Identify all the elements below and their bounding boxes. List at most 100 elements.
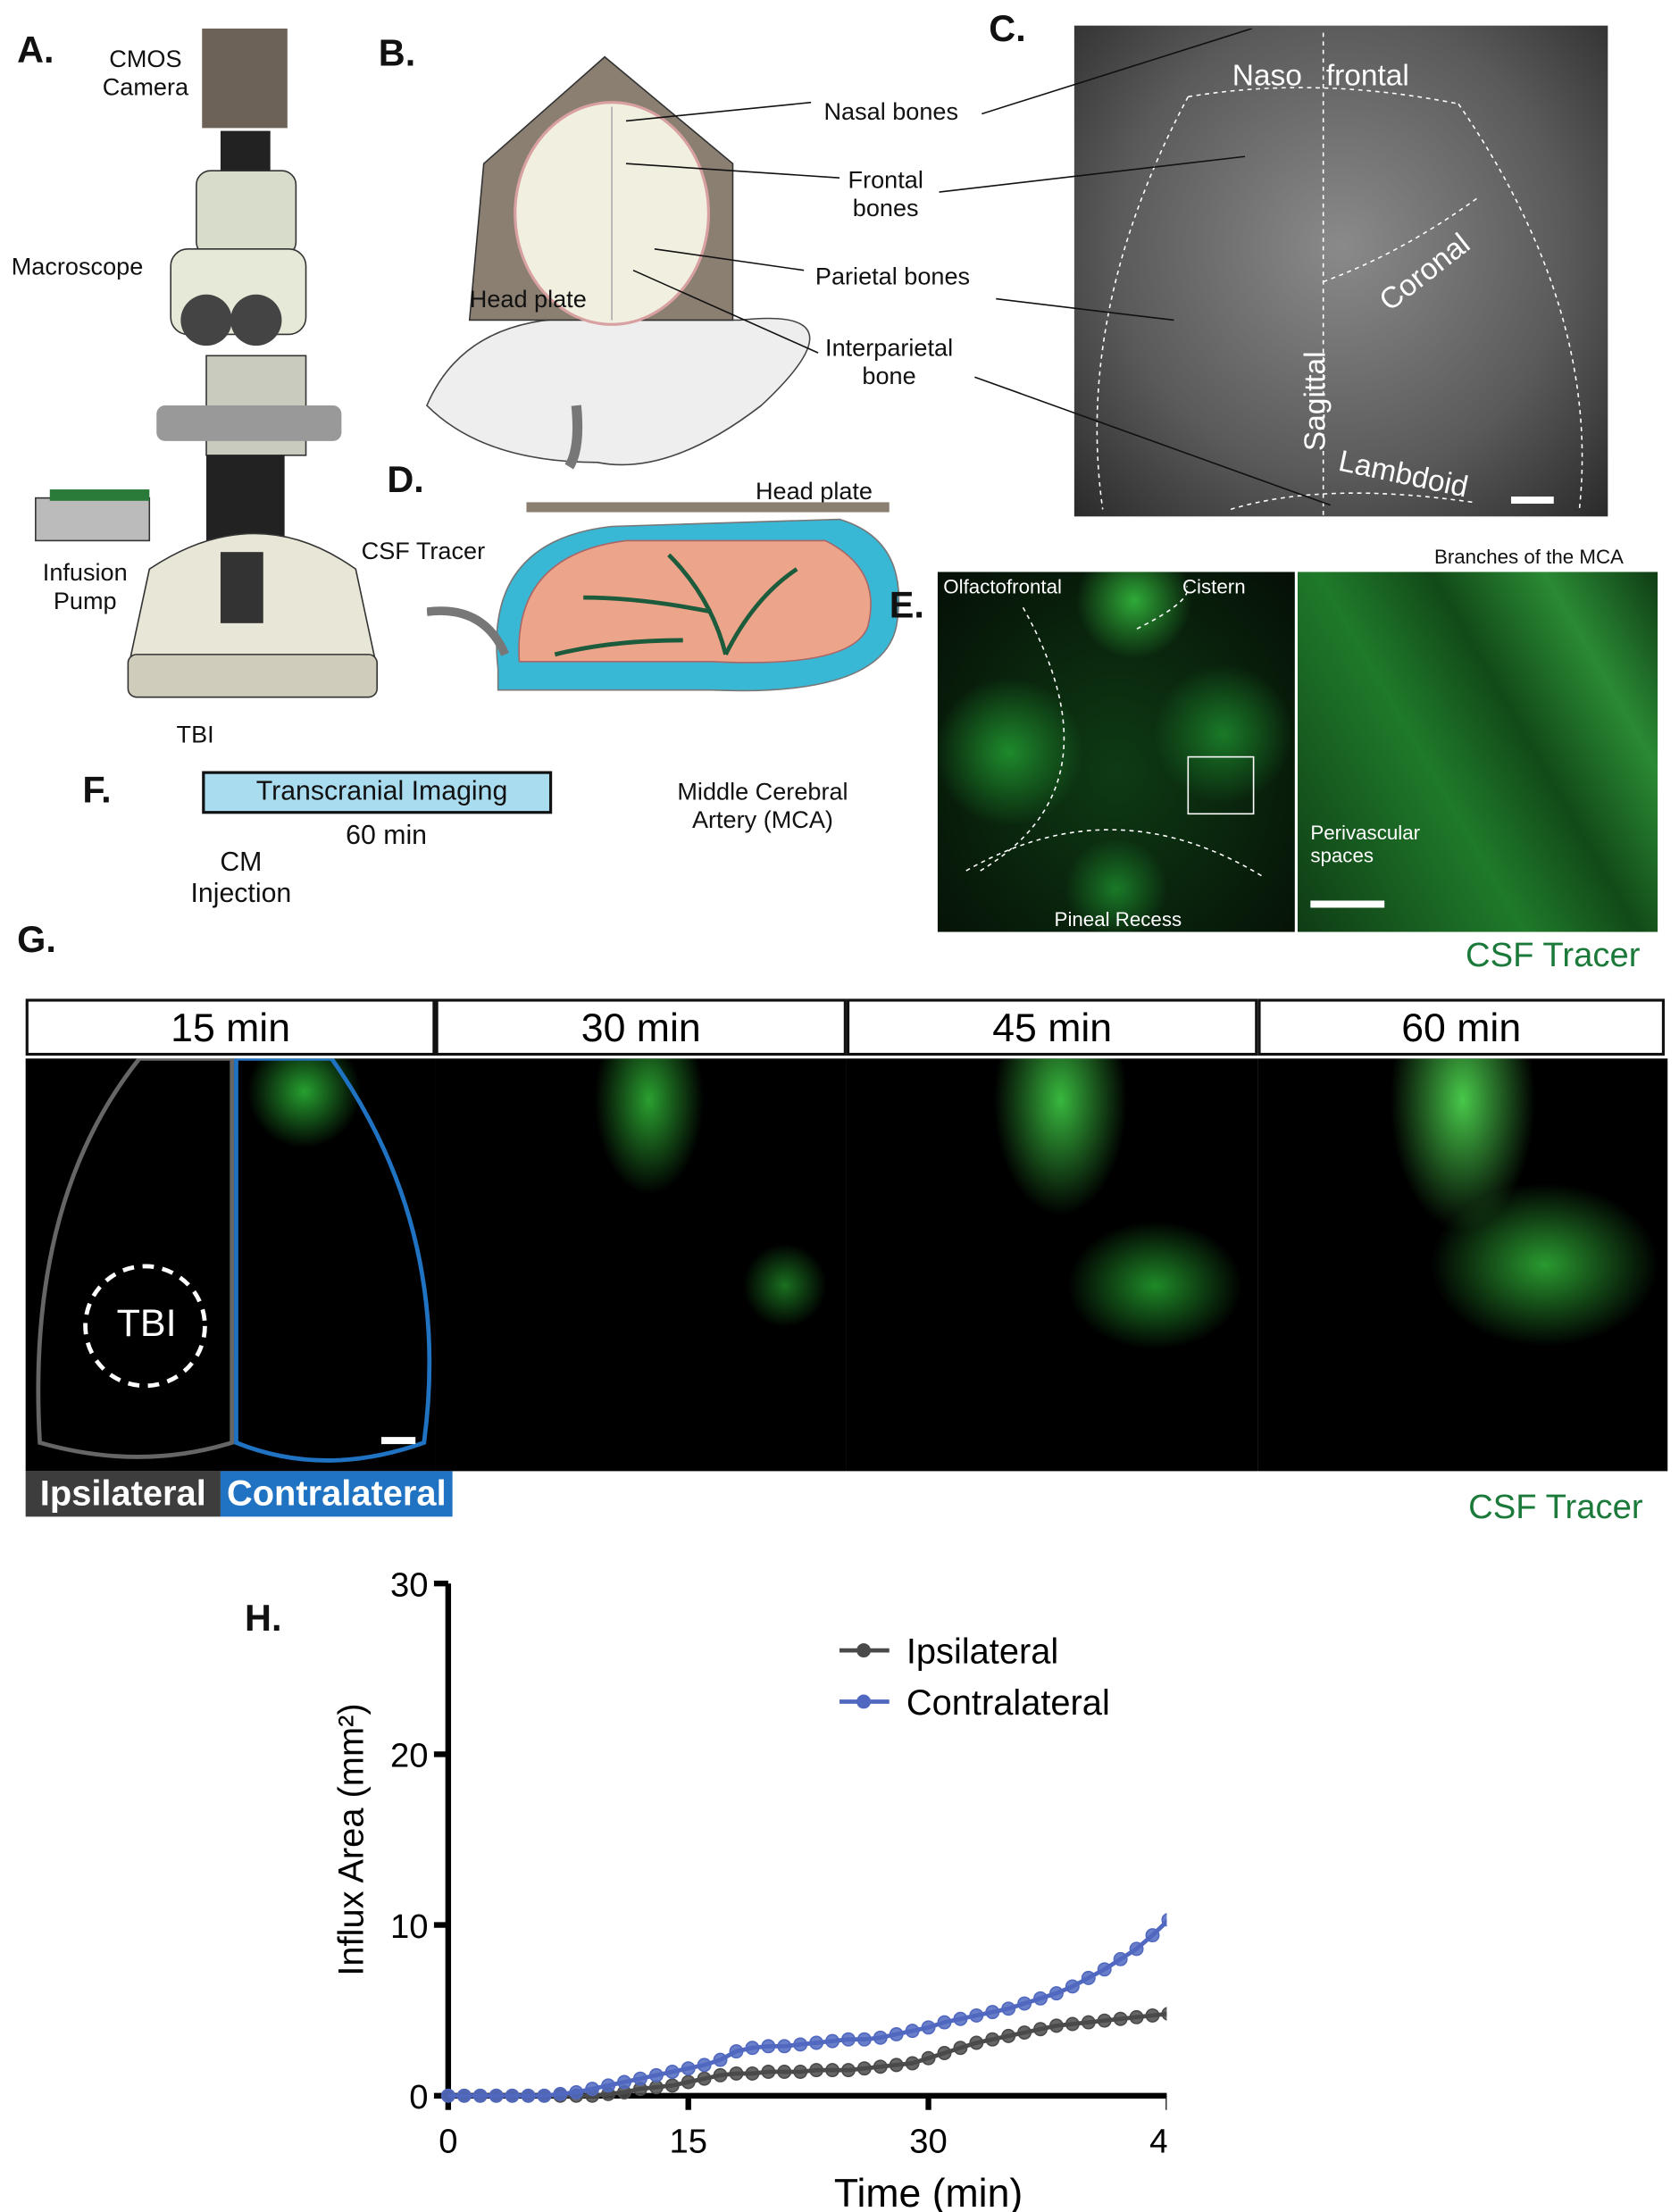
frame-15-min bbox=[25, 1058, 436, 1472]
data-point bbox=[985, 2005, 1000, 2020]
data-point bbox=[1065, 2016, 1080, 2032]
data-point bbox=[985, 2032, 1000, 2047]
data-point bbox=[1081, 1970, 1096, 1985]
data-point bbox=[1145, 1928, 1160, 1943]
frame-45-min bbox=[846, 1058, 1258, 1472]
data-point bbox=[856, 2032, 872, 2047]
data-point bbox=[825, 2033, 840, 2049]
time-header-30: 30 min bbox=[435, 998, 847, 1056]
data-point bbox=[1145, 2007, 1160, 2023]
data-point bbox=[793, 2065, 808, 2079]
data-point bbox=[745, 2041, 760, 2056]
data-point bbox=[937, 2046, 952, 2060]
x-tick-label: 0 bbox=[439, 2123, 457, 2161]
label-parietal-bones: Parietal bones bbox=[814, 263, 971, 291]
data-point bbox=[456, 2088, 472, 2103]
data-point bbox=[921, 2020, 936, 2035]
panel-label-h: H. bbox=[245, 1596, 282, 1640]
x-axis-label: Time (min) bbox=[834, 2172, 1023, 2212]
panel-label-d: D. bbox=[387, 458, 424, 501]
data-point bbox=[713, 2052, 728, 2067]
data-point bbox=[889, 2026, 904, 2041]
data-point bbox=[793, 2037, 808, 2052]
panel-label-e: E. bbox=[889, 583, 924, 627]
panel-label-f: F. bbox=[82, 768, 112, 812]
data-point bbox=[1017, 2025, 1032, 2041]
label-naso: Naso bbox=[1232, 59, 1302, 93]
data-point bbox=[472, 2088, 488, 2103]
y-tick-label: 10 bbox=[390, 1907, 429, 1946]
data-point bbox=[1001, 2028, 1016, 2043]
leader-lines-b bbox=[625, 28, 1331, 506]
data-point bbox=[889, 2058, 904, 2073]
data-point bbox=[840, 2032, 856, 2047]
label-head-plate-d: Head plate bbox=[755, 478, 873, 505]
data-point bbox=[1001, 2001, 1016, 2016]
label-macroscope: Macroscope bbox=[11, 253, 144, 280]
data-point bbox=[632, 2071, 647, 2086]
data-point bbox=[873, 2059, 888, 2074]
data-point bbox=[921, 2050, 936, 2066]
data-point bbox=[745, 2066, 760, 2081]
data-point bbox=[905, 2024, 920, 2039]
time-header-60: 60 min bbox=[1257, 998, 1666, 1056]
data-point bbox=[937, 2015, 952, 2030]
data-point bbox=[569, 2084, 584, 2099]
label-contralateral: Contralateral bbox=[220, 1471, 453, 1517]
data-point bbox=[1065, 1979, 1080, 1994]
data-point bbox=[1033, 2022, 1048, 2037]
data-point bbox=[664, 2078, 680, 2093]
y-tick-label: 0 bbox=[409, 2078, 428, 2116]
label-csf-tracer-d: CSF Tracer bbox=[361, 538, 486, 565]
data-point bbox=[761, 2065, 776, 2079]
data-point bbox=[1129, 2009, 1144, 2024]
data-point bbox=[553, 2086, 568, 2101]
panel-label-a: A. bbox=[17, 28, 54, 71]
data-point bbox=[873, 2030, 888, 2045]
scale-bar bbox=[1510, 497, 1554, 504]
data-point bbox=[969, 2007, 984, 2023]
data-point bbox=[521, 2088, 536, 2103]
data-point bbox=[1129, 1941, 1144, 1957]
label-olfactofrontal: Olfactofrontal bbox=[943, 574, 1062, 598]
label-tbi-f: TBI bbox=[176, 721, 214, 749]
data-point bbox=[1017, 1996, 1032, 2011]
macroscope-illustration bbox=[35, 28, 379, 698]
label-cmos-camera: CMOS Camera bbox=[102, 45, 189, 102]
frame-60-min bbox=[1257, 1058, 1668, 1472]
imaging-timeline-bar bbox=[202, 771, 553, 814]
label-mca: Middle Cerebral Artery (MCA) bbox=[677, 778, 848, 834]
label-cistern: Cistern bbox=[1182, 574, 1246, 598]
x-tick-label: 30 bbox=[909, 2123, 948, 2161]
label-tbi-site: TBI bbox=[116, 1301, 177, 1345]
panel-label-c: C. bbox=[989, 6, 1026, 50]
label-interparietal-bone: Interparietal bone bbox=[825, 334, 954, 390]
label-infusion-pump: Infusion Pump bbox=[42, 559, 128, 615]
data-point bbox=[648, 2080, 664, 2095]
data-point bbox=[1048, 2018, 1064, 2033]
dorsal-view-image bbox=[937, 572, 1295, 932]
data-point bbox=[440, 2088, 455, 2103]
time-header-45: 45 min bbox=[846, 998, 1258, 1056]
data-point bbox=[537, 2088, 552, 2103]
data-point bbox=[777, 2039, 792, 2054]
data-point bbox=[840, 2063, 856, 2078]
x-tick-label: 15 bbox=[669, 2123, 707, 2161]
data-point bbox=[681, 2061, 696, 2076]
data-point bbox=[1113, 2011, 1128, 2026]
data-point bbox=[856, 2061, 872, 2076]
data-point bbox=[969, 2035, 984, 2050]
y-tick-label: 20 bbox=[390, 1737, 429, 1775]
data-point bbox=[1113, 1951, 1128, 1966]
label-branches-mca: Branches of the MCA bbox=[1433, 545, 1624, 568]
label-ipsilateral: Ipsilateral bbox=[25, 1471, 221, 1517]
data-point bbox=[697, 2071, 712, 2086]
data-point bbox=[729, 2066, 744, 2081]
panel-label-b: B. bbox=[378, 31, 416, 74]
data-point bbox=[601, 2078, 616, 2093]
label-perivascular-spaces: Perivascular spaces bbox=[1310, 821, 1421, 867]
head-plate-bar bbox=[526, 502, 890, 513]
data-point bbox=[1081, 2015, 1096, 2030]
data-point bbox=[617, 2074, 631, 2090]
